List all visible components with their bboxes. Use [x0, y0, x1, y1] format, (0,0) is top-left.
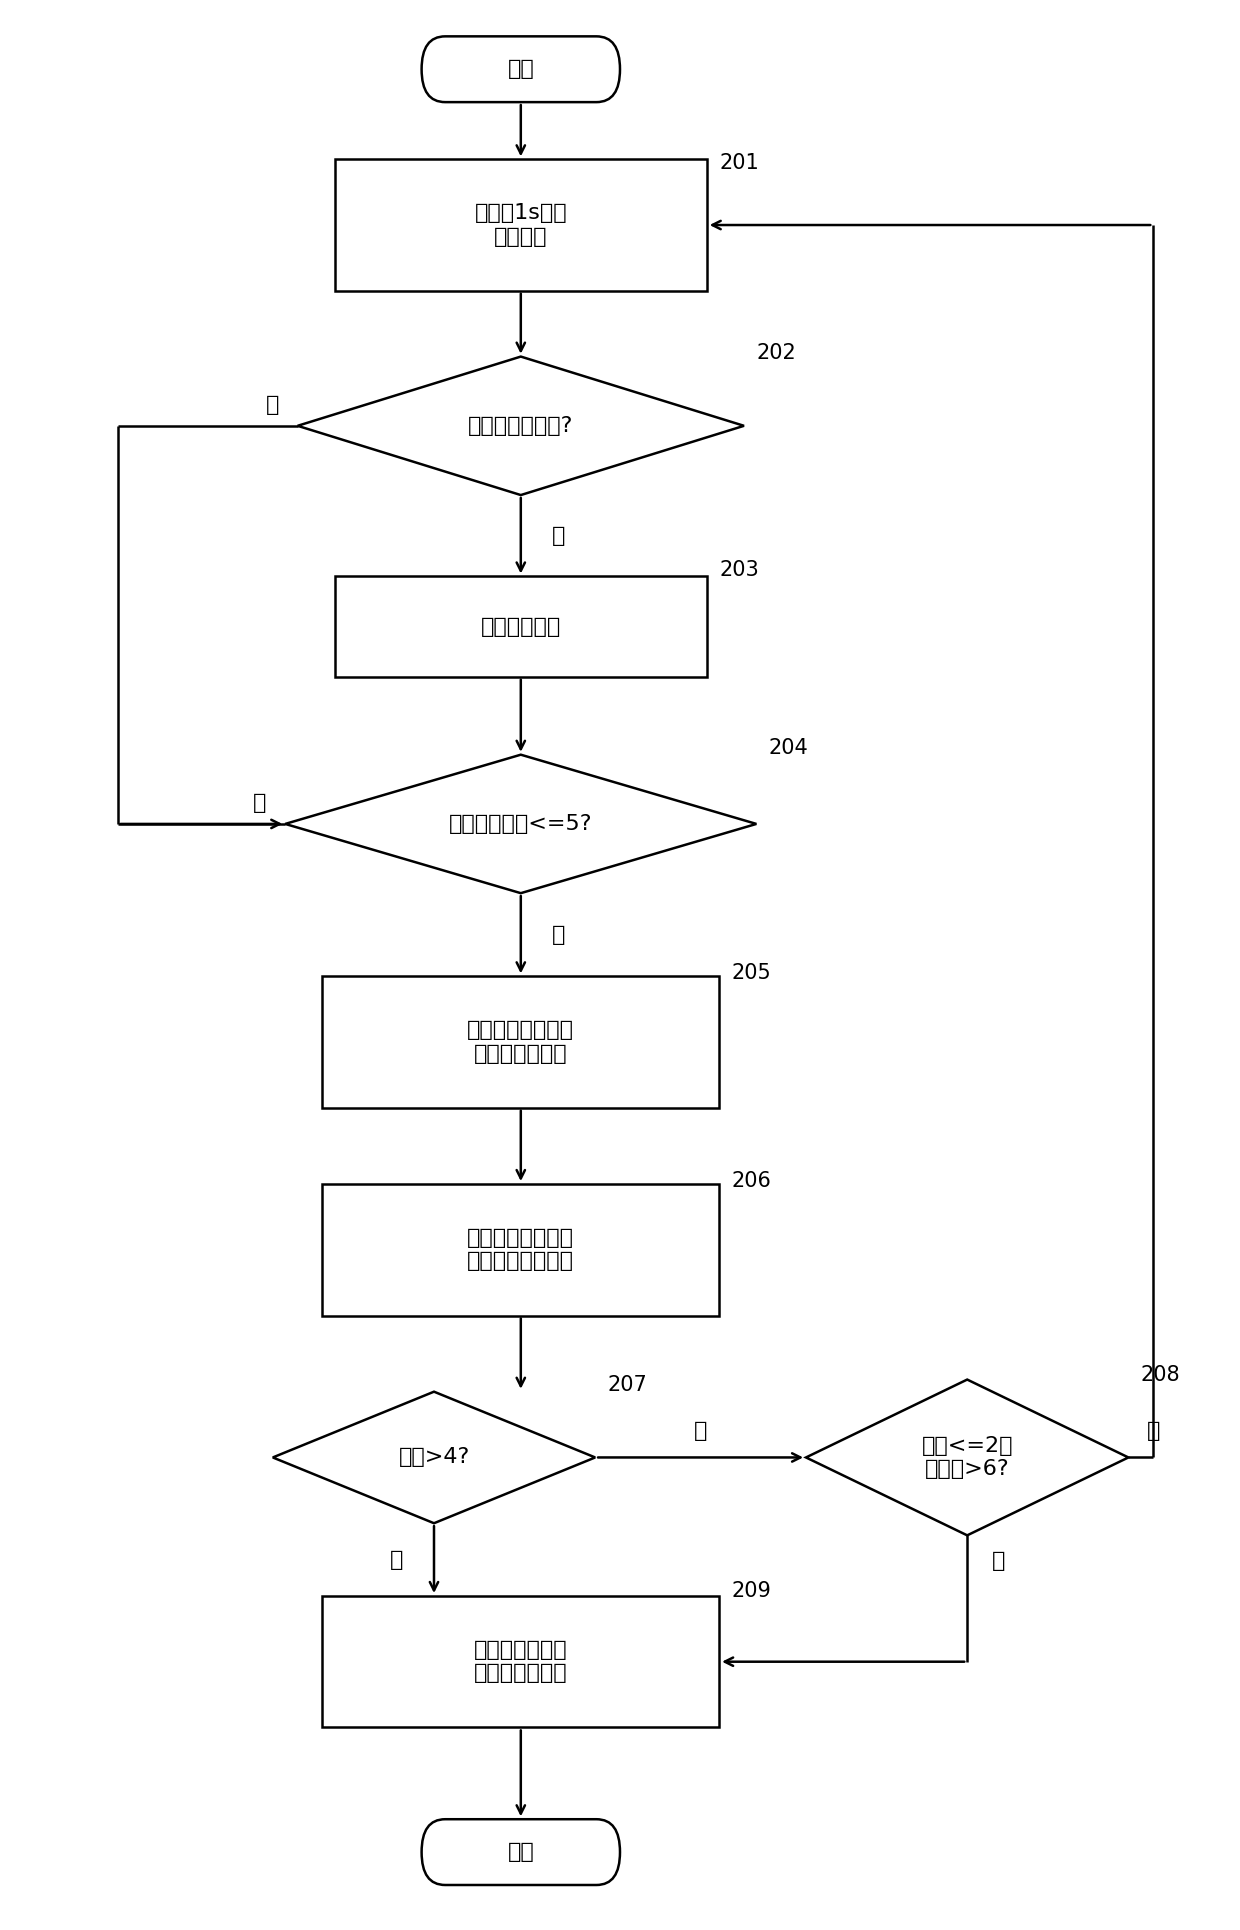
Text: 否: 否: [552, 924, 565, 944]
Polygon shape: [806, 1380, 1128, 1536]
FancyBboxPatch shape: [322, 1596, 719, 1727]
Polygon shape: [273, 1392, 595, 1523]
Text: 204: 204: [769, 737, 808, 758]
Text: 207: 207: [608, 1376, 647, 1395]
Text: 是: 是: [253, 793, 267, 813]
Text: 计算其他温度差与
最小温度差的差値: 计算其他温度差与 最小温度差的差値: [467, 1227, 574, 1272]
Polygon shape: [298, 357, 744, 496]
Text: 否: 否: [1147, 1422, 1161, 1442]
Text: 否: 否: [694, 1422, 707, 1442]
Text: 209: 209: [732, 1581, 771, 1602]
Text: 存在检测温度<=5?: 存在检测温度<=5?: [449, 814, 593, 834]
FancyBboxPatch shape: [335, 577, 707, 677]
FancyBboxPatch shape: [322, 977, 719, 1108]
Text: 保存初始温度: 保存初始温度: [481, 616, 560, 637]
Text: 确定相应的检测
点为有效检测点: 确定相应的检测 点为有效检测点: [474, 1640, 568, 1683]
Polygon shape: [285, 755, 756, 894]
Text: 是: 是: [992, 1552, 1006, 1571]
Text: 206: 206: [732, 1172, 771, 1191]
FancyBboxPatch shape: [322, 1183, 719, 1316]
Text: 初始温度已保存?: 初始温度已保存?: [469, 415, 573, 436]
Text: 201: 201: [719, 152, 759, 174]
Text: 计算检测温度与初
始温度的温度差: 计算检测温度与初 始温度的温度差: [467, 1021, 574, 1063]
Text: 是: 是: [389, 1550, 403, 1569]
FancyBboxPatch shape: [422, 1820, 620, 1886]
Text: 开始: 开始: [507, 60, 534, 79]
FancyBboxPatch shape: [335, 160, 707, 291]
Text: 否: 否: [552, 525, 565, 546]
Text: 每间隔1s读取
检测温度: 每间隔1s读取 检测温度: [475, 203, 567, 247]
Text: 205: 205: [732, 963, 771, 982]
Text: 202: 202: [756, 344, 796, 363]
Text: 差値>4?: 差値>4?: [398, 1448, 470, 1467]
Text: 203: 203: [719, 560, 759, 579]
Text: 差値<=2且
温度差>6?: 差値<=2且 温度差>6?: [921, 1436, 1013, 1478]
Text: 208: 208: [1141, 1365, 1180, 1384]
FancyBboxPatch shape: [422, 37, 620, 102]
Text: 结束: 结束: [507, 1841, 534, 1862]
Text: 是: 是: [265, 396, 279, 415]
